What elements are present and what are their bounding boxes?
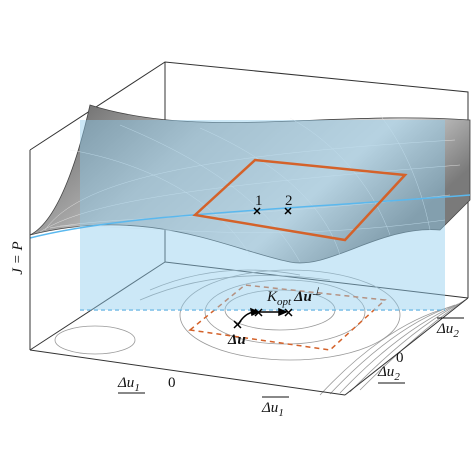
- u2-high: Δu2: [436, 321, 459, 340]
- u1-zero: 0: [168, 375, 176, 391]
- plane: [80, 120, 445, 310]
- axis-labels: Δu1 0 Δu1 Δu2 0 Δu2: [117, 317, 464, 419]
- surface-region: [192, 158, 408, 242]
- u1-high: Δu1: [261, 400, 284, 419]
- du-label: Δu: [227, 332, 246, 348]
- u1-low: Δu1: [117, 375, 140, 394]
- kopt-label: Kopt Δu⊥: [266, 286, 321, 308]
- markers: [233, 207, 293, 329]
- floor-contours: [54, 269, 466, 396]
- box-front: [29, 150, 469, 396]
- u2-zero: 0: [396, 350, 404, 366]
- z-label: J = P: [10, 241, 26, 274]
- plane-intersection: [29, 194, 471, 239]
- floor-region: [188, 284, 387, 351]
- point-label: 2: [285, 193, 293, 209]
- point-label: 1: [255, 193, 263, 209]
- u2-low: Δu2: [377, 364, 400, 383]
